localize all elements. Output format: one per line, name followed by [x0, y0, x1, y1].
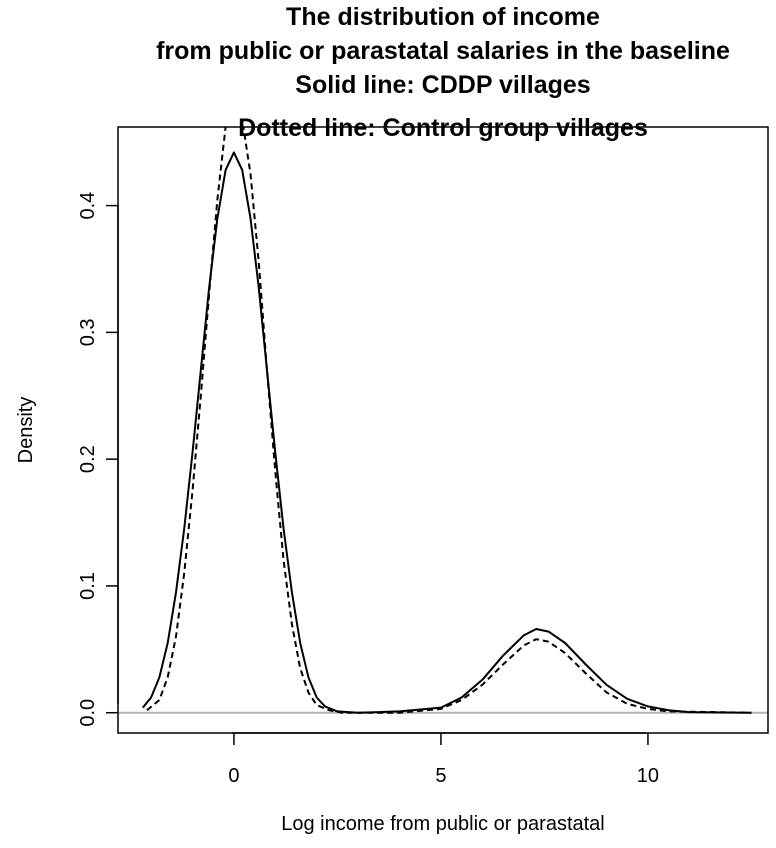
x-tick-label: 10 [637, 765, 659, 787]
chart-title: The distribution of income from public o… [156, 3, 730, 142]
series-line-dotted [146, 127, 752, 714]
x-tick-label: 0 [228, 765, 239, 787]
title-line-3: Solid line: CDDP villages [295, 71, 590, 99]
x-axis: 0 5 10 [228, 732, 659, 787]
series-group [142, 127, 752, 714]
title-line-2: from public or parastatal salaries in th… [156, 37, 730, 65]
series-line-solid [142, 151, 752, 714]
title-line-1: The distribution of income [286, 3, 600, 31]
y-axis-label: Density [15, 397, 37, 464]
x-tick-label: 5 [435, 765, 446, 787]
x-axis-label: Log income from public or parastatal [281, 813, 605, 835]
y-tick-label: 0.1 [77, 572, 99, 600]
y-axis: 0.0 0.1 0.2 0.3 0.4 [77, 192, 119, 727]
y-tick-label: 0.2 [77, 445, 99, 473]
y-tick-label: 0.4 [77, 192, 99, 220]
y-tick-label: 0.3 [77, 318, 99, 346]
y-tick-label: 0.0 [77, 699, 99, 727]
plot-area [117, 126, 769, 734]
title-line-4: Dotted line: Control group villages [238, 114, 648, 142]
